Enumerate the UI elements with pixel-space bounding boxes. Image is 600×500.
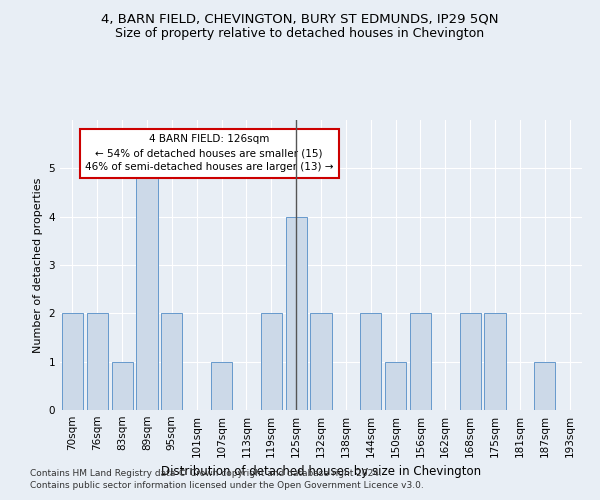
X-axis label: Distribution of detached houses by size in Chevington: Distribution of detached houses by size … [161, 466, 481, 478]
Bar [534, 362, 555, 410]
Bar [62, 314, 83, 410]
Bar [460, 314, 481, 410]
Bar [385, 362, 406, 410]
Bar [87, 314, 108, 410]
Bar [310, 314, 332, 410]
Y-axis label: Number of detached properties: Number of detached properties [33, 178, 43, 352]
Text: 4 BARN FIELD: 126sqm
← 54% of detached houses are smaller (15)
46% of semi-detac: 4 BARN FIELD: 126sqm ← 54% of detached h… [85, 134, 334, 172]
Bar [410, 314, 431, 410]
Text: 4, BARN FIELD, CHEVINGTON, BURY ST EDMUNDS, IP29 5QN: 4, BARN FIELD, CHEVINGTON, BURY ST EDMUN… [101, 12, 499, 26]
Bar [286, 216, 307, 410]
Bar [261, 314, 282, 410]
Bar [112, 362, 133, 410]
Bar [484, 314, 506, 410]
Text: Contains public sector information licensed under the Open Government Licence v3: Contains public sector information licen… [30, 481, 424, 490]
Bar [360, 314, 381, 410]
Bar [161, 314, 182, 410]
Text: Contains HM Land Registry data © Crown copyright and database right 2024.: Contains HM Land Registry data © Crown c… [30, 468, 382, 477]
Bar [211, 362, 232, 410]
Text: Size of property relative to detached houses in Chevington: Size of property relative to detached ho… [115, 28, 485, 40]
Bar [136, 168, 158, 410]
